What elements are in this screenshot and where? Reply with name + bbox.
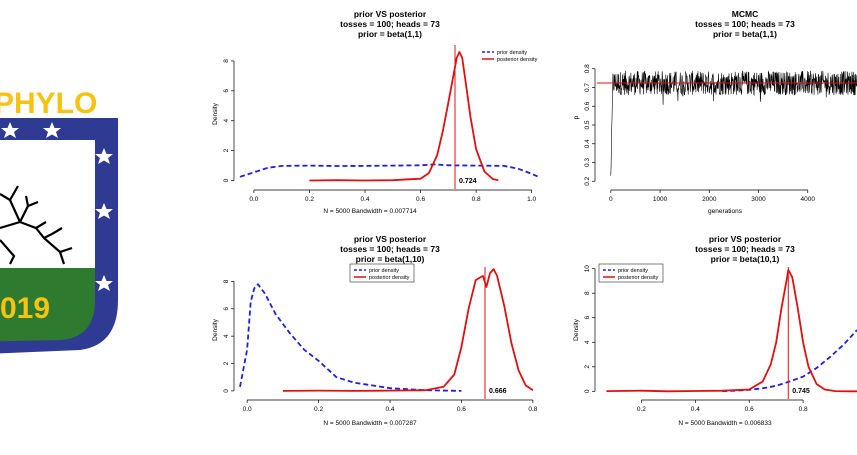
y-tick-label: 2 [584,365,591,369]
x-tick-label: 0.0 [243,406,252,413]
y-tick-label: 8 [223,59,230,63]
y-tick-label: 0.6 [584,101,591,110]
star-icon [1,122,19,138]
posterior-density-line [282,268,534,392]
x-tick-label: 0.2 [637,406,646,413]
legend-label: posterior density [369,275,410,281]
x-tick-label: 0.4 [691,406,700,413]
posterior-density-line [606,269,857,393]
legend-label: prior density [497,50,527,56]
chart-title: prior VS posterior [354,234,427,244]
x-tick-label: 0.2 [305,196,314,203]
legend-label: posterior density [618,275,659,281]
chart-panel-mcmc: MCMC tosses = 100; heads = 73 prior = beta… [545,0,857,225]
chart-title: prior VS posterior [709,234,782,244]
y-axis-label: Density [573,318,580,340]
y-tick-label: 0.5 [584,120,591,129]
star-icon [95,203,113,219]
logo-stars [1,122,113,291]
y-tick-label: 6 [223,89,230,93]
x-tick-label: 0.2 [314,406,323,413]
chart-subtitle: tosses = 100; heads = 73 [340,19,440,29]
chart-subtitle: prior = beta(1,1) [713,29,777,39]
y-tick-label: 0.3 [584,158,591,167]
y-tick-label: 6 [584,316,591,320]
x-axis-label: N = 5000 Bandwidth = 0.006833 [678,420,772,427]
logo-text: PHYLO [0,87,97,120]
posterior-mode-label: 0.666 [489,388,507,395]
y-tick-label: 6 [223,307,230,311]
chart-panel-prior-posterior-1: prior VS posterior tosses = 100; heads = … [200,0,545,225]
logo-green-band [0,268,95,342]
y-tick-label: 0.8 [584,64,591,73]
prior-density-line [722,329,857,392]
x-tick-label: 0 [609,196,613,203]
x-tick-label: 0.6 [457,406,466,413]
x-axis-label: N = 5000 Bandwidth = 0.007714 [323,208,417,215]
x-axis-label: N = 5000 Bandwidth = 0.007287 [323,420,417,427]
legend-label: prior density [369,268,399,274]
x-tick-label: 1000 [653,196,668,203]
star-icon [95,148,113,164]
x-tick-label: 0.4 [385,406,394,413]
x-tick-label: 0.4 [360,196,369,203]
legend-label: posterior density [497,57,538,63]
x-tick-label: 0.0 [249,196,258,203]
x-tick-label: 4000 [801,196,816,203]
y-tick-label: 8 [223,279,230,283]
x-tick-label: 0.6 [416,196,425,203]
chart-subtitle: prior = beta(1,10) [356,254,425,264]
legend-label: prior density [618,268,648,274]
y-tick-label: 2 [223,148,230,152]
tree-icon [0,185,73,265]
x-tick-label: 0.8 [528,406,537,413]
posterior-mode-label: 0.745 [792,388,810,395]
prior-density-line [239,163,541,179]
posterior-density-line [309,51,499,182]
chart-title: MCMC [732,9,758,19]
y-tick-label: 10 [584,265,591,273]
y-tick-label: 4 [223,334,230,338]
star-icon [43,122,61,138]
y-tick-label: 0 [223,389,230,393]
chart-panel-prior-posterior-4: prior VS posterior tosses = 100; heads = … [545,225,857,450]
y-tick-label: 0.4 [584,139,591,148]
y-tick-label: 4 [584,340,591,344]
y-tick-label: 2 [223,361,230,365]
chart-subtitle: prior = beta(1,1) [358,29,422,39]
y-axis-label: Density [212,318,219,340]
prior-density-line [239,283,462,392]
chart-panel-prior-posterior-3: prior VS posterior tosses = 100; heads = … [200,225,545,450]
logo-year: 019 [0,292,50,325]
mcmc-trace-line [610,70,857,176]
y-tick-label: 0.7 [584,83,591,92]
x-tick-label: 3000 [751,196,766,203]
posterior-mode-label: 0.724 [459,178,477,185]
chart-subtitle: tosses = 100; heads = 73 [695,19,795,29]
x-axis-label: generations [708,208,743,215]
phylo-logo: PHYLO 019 [0,87,118,354]
logo-inner-panel [0,140,95,268]
chart-title: prior VS posterior [354,9,427,19]
star-icon [95,275,113,291]
y-tick-label: 0.2 [584,176,591,185]
y-axis-label: p [573,115,580,119]
y-tick-label: 0 [584,389,591,393]
x-tick-label: 1.0 [527,196,536,203]
y-tick-label: 8 [584,291,591,295]
chart-subtitle: tosses = 100; heads = 73 [695,244,795,254]
y-tick-label: 4 [223,119,230,123]
chart-subtitle: prior = beta(10,1) [711,254,780,264]
y-tick-label: 0 [223,178,230,182]
x-tick-label: 2000 [702,196,717,203]
x-tick-label: 0.6 [745,406,754,413]
y-axis-label: Density [212,102,219,124]
chart-subtitle: tosses = 100; heads = 73 [340,244,440,254]
x-tick-label: 0.8 [799,406,808,413]
x-tick-label: 0.8 [472,196,481,203]
